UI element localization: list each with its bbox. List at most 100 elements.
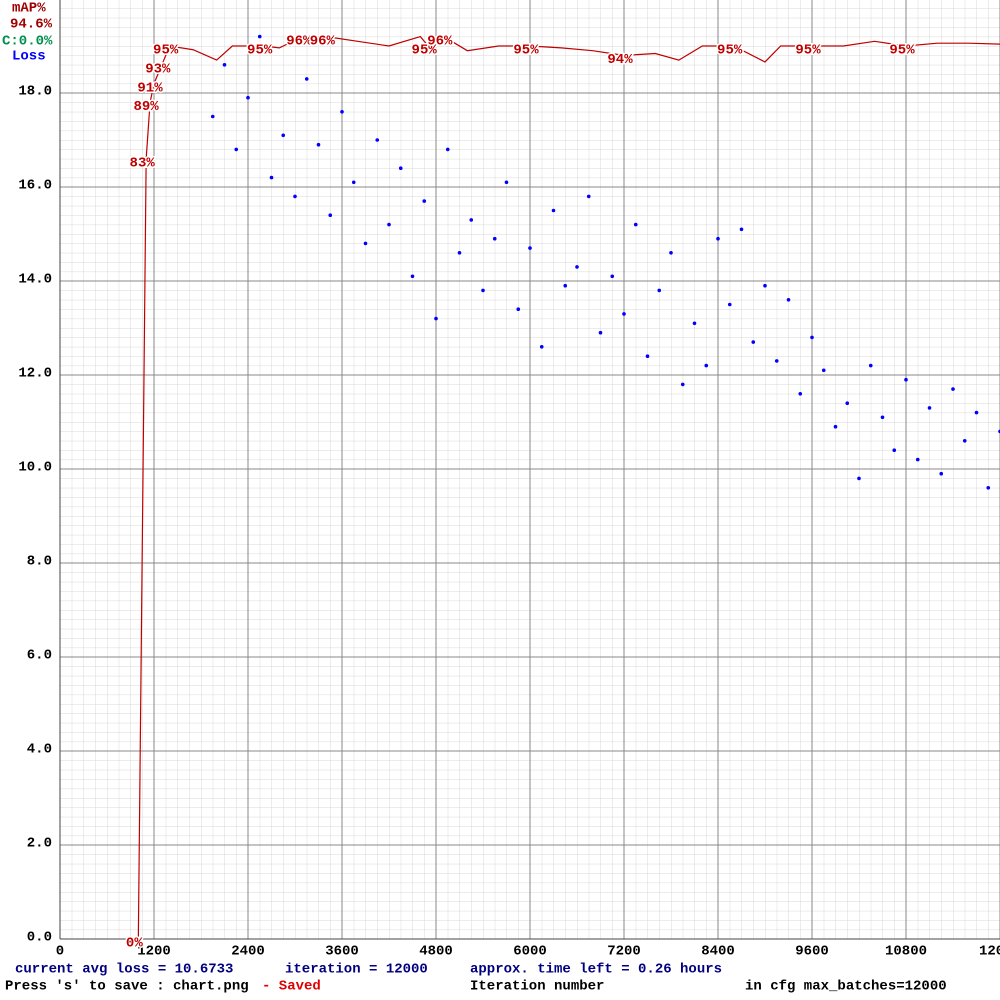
loss-point — [610, 274, 615, 279]
x-tick-label: 1200 — [137, 944, 171, 960]
y-tick-label: 16.0 — [18, 178, 52, 194]
class-info: C:0.0% — [2, 34, 53, 50]
loss-point — [786, 298, 791, 302]
loss-point — [939, 471, 944, 476]
saved: - Saved — [262, 979, 321, 995]
loss-point — [504, 180, 509, 185]
map-value-label: 91% — [137, 80, 163, 96]
loss-point — [551, 208, 556, 213]
loss-point — [539, 345, 544, 349]
loss-point — [622, 312, 626, 316]
loss-point — [598, 330, 603, 335]
y-tick-label: 10.0 — [18, 460, 52, 476]
loss-point — [481, 288, 485, 293]
loss-point — [434, 316, 438, 321]
loss-point — [692, 321, 697, 326]
loss-point — [257, 34, 262, 39]
map-value-label: 96% — [310, 33, 336, 49]
loss-point — [751, 340, 756, 344]
loss-point — [821, 368, 826, 373]
x-tick-label: 3600 — [325, 944, 359, 960]
loss-point — [363, 241, 368, 246]
x-tick-label: 7200 — [607, 944, 641, 960]
avg-loss: current avg loss = 10.6733 — [15, 962, 233, 978]
x-tick-label: 2400 — [231, 944, 265, 960]
loss-point — [763, 283, 767, 288]
loss-legend: Loss — [12, 49, 46, 65]
loss-point — [986, 486, 991, 490]
loss-point — [410, 274, 415, 279]
y-tick-label: 12.0 — [18, 366, 52, 382]
loss-point — [516, 307, 521, 312]
loss-point — [269, 175, 274, 180]
y-tick-label: 0.0 — [27, 930, 52, 946]
x-tick-label: 8400 — [701, 944, 735, 960]
map-value-label: 0% — [126, 936, 143, 952]
loss-point — [210, 114, 215, 119]
loss-point — [857, 476, 861, 481]
loss-point — [528, 246, 532, 250]
x-tick-label: 6000 — [513, 944, 547, 960]
loss-point — [704, 363, 709, 368]
x-tick-label: 0 — [56, 944, 64, 960]
loss-point — [774, 359, 779, 363]
y-tick-label: 14.0 — [18, 272, 52, 288]
map-legend: mAP% — [12, 1, 46, 17]
map-value-label: 96% — [286, 33, 312, 49]
loss-point — [328, 213, 333, 217]
loss-point — [575, 265, 579, 269]
x-axis-label: Iteration number — [470, 979, 604, 995]
loss-point — [633, 222, 638, 227]
x-tick-label: 12000 — [979, 944, 1000, 960]
loss-point — [340, 110, 344, 114]
loss-point — [563, 283, 568, 288]
loss-point — [234, 147, 239, 152]
max-batches: in cfg max_batches=12000 — [745, 979, 947, 995]
map-value-label: 95% — [513, 43, 539, 59]
loss-point — [281, 133, 286, 138]
loss-point — [398, 166, 403, 170]
x-tick-label: 10800 — [885, 944, 927, 960]
loss-point — [422, 199, 427, 203]
save-hint: Press 's' to save : chart.png — [5, 979, 249, 995]
loss-point — [727, 302, 732, 307]
map-value-label: 95% — [153, 43, 179, 59]
loss-point — [492, 236, 497, 241]
map-value-label: 83% — [130, 156, 156, 172]
loss-point — [880, 415, 885, 420]
loss-point — [645, 354, 650, 359]
y-tick-label: 2.0 — [27, 836, 52, 852]
loss-point — [375, 138, 380, 142]
loss-point — [798, 392, 803, 396]
loss-point — [974, 410, 979, 415]
loss-point — [445, 147, 450, 152]
iteration: iteration = 12000 — [285, 962, 428, 978]
map-current: 94.6% — [10, 17, 53, 33]
y-tick-label: 4.0 — [27, 742, 52, 758]
loss-point — [951, 387, 955, 391]
loss-point — [246, 95, 250, 100]
loss-point — [222, 63, 227, 67]
loss-point — [833, 424, 838, 429]
loss-point — [915, 457, 920, 462]
x-tick-label: 9600 — [795, 944, 829, 960]
map-value-label: 95% — [717, 43, 743, 59]
loss-point — [669, 251, 673, 255]
loss-point — [845, 401, 850, 406]
loss-point — [716, 236, 720, 241]
loss-point — [351, 180, 356, 185]
loss-point — [469, 218, 474, 222]
map-value-label: 93% — [145, 62, 171, 78]
map-value-label: 94% — [607, 52, 633, 68]
loss-point — [586, 194, 591, 199]
loss-point — [304, 77, 309, 81]
time-left: approx. time left = 0.26 hours — [470, 962, 722, 978]
loss-point — [387, 222, 391, 227]
map-value-label: 95% — [247, 43, 273, 59]
y-tick-label: 6.0 — [27, 648, 52, 664]
loss-point — [680, 382, 685, 387]
map-line — [137, 35, 1000, 940]
x-tick-label: 4800 — [419, 944, 453, 960]
loss-point — [904, 377, 908, 382]
loss-point — [927, 406, 932, 410]
